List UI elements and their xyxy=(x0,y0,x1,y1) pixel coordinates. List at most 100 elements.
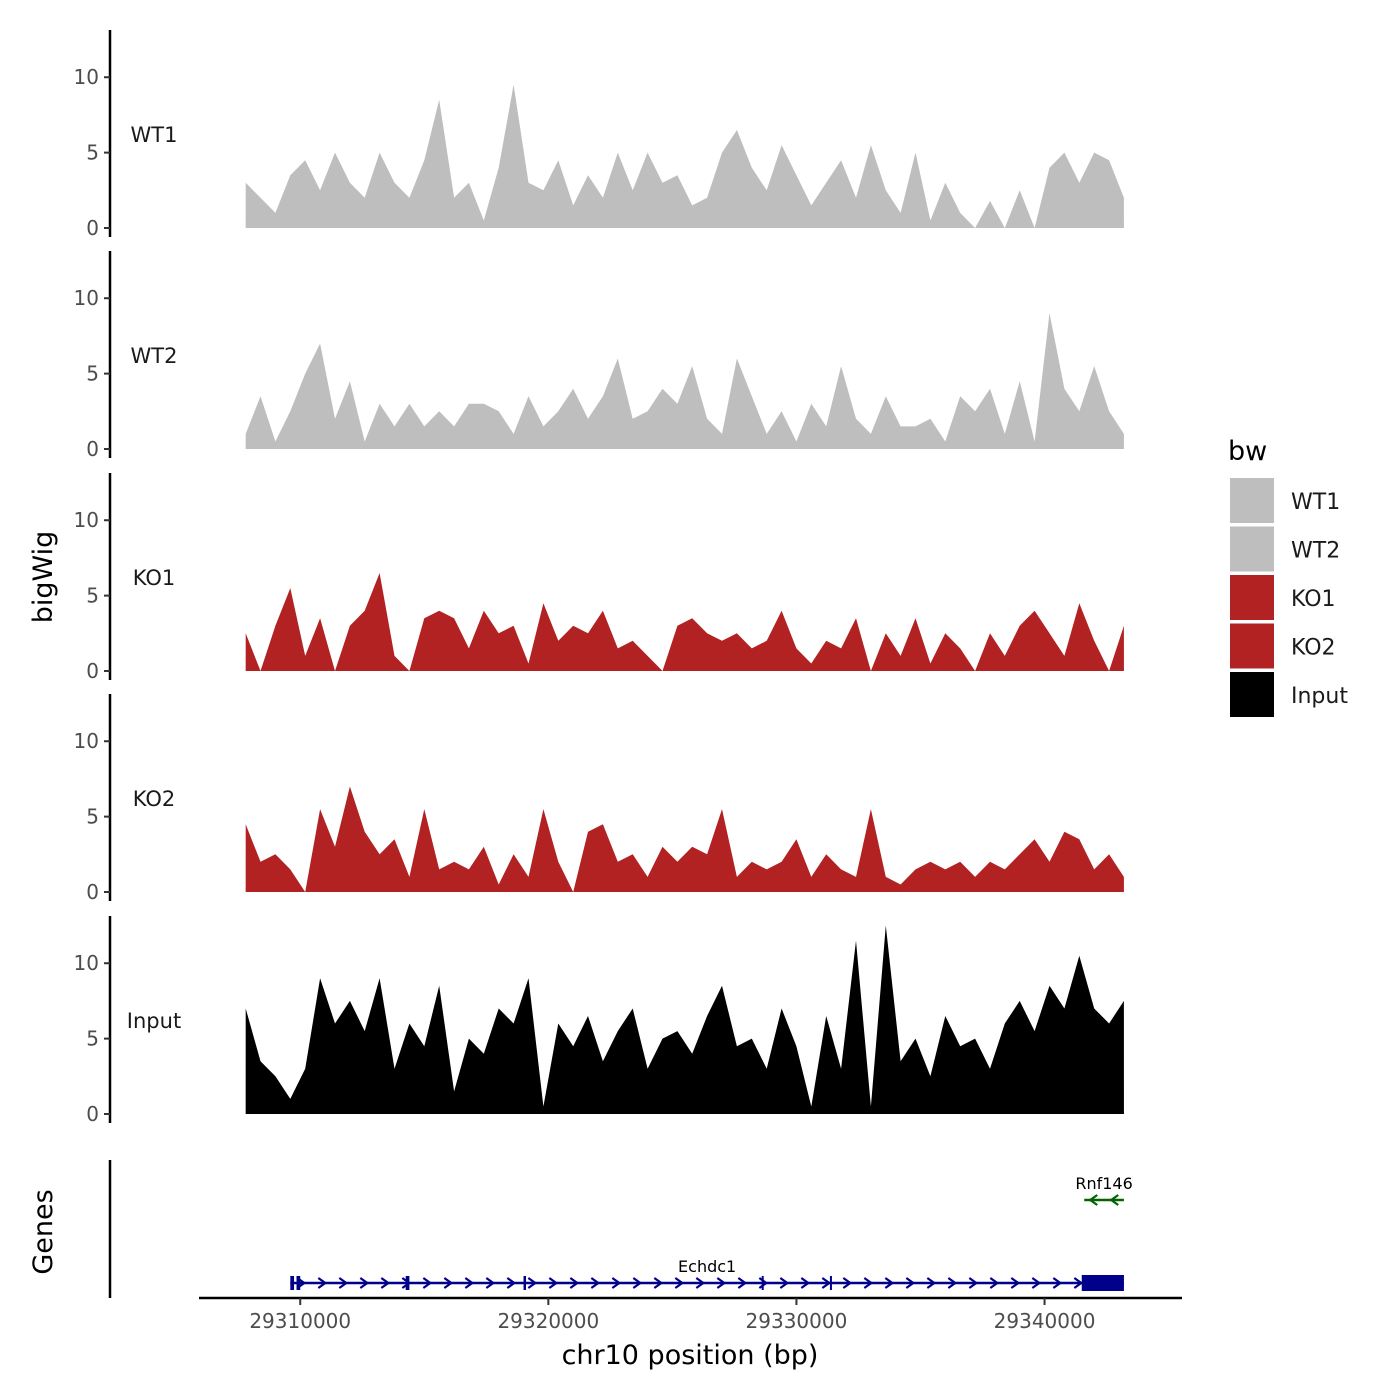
legend-label: KO1 xyxy=(1291,587,1336,612)
y-tick-label: 10 xyxy=(74,65,99,89)
x-tick-label: 29310000 xyxy=(249,1309,351,1333)
y-tick-label: 0 xyxy=(86,1102,99,1126)
x-tick-label: 29320000 xyxy=(497,1309,599,1333)
strand-arrow xyxy=(1052,1277,1063,1289)
strand-arrow xyxy=(821,1277,832,1289)
strand-arrow xyxy=(359,1277,370,1289)
y-tick-label: 5 xyxy=(86,805,99,829)
strand-arrow xyxy=(884,1277,895,1289)
legend-label: WT1 xyxy=(1291,490,1340,515)
y-tick-label: 5 xyxy=(86,141,99,165)
y-tick-label: 5 xyxy=(86,584,99,608)
strand-arrow xyxy=(485,1277,496,1289)
exon xyxy=(829,1276,832,1290)
y-axis-title: bigWig xyxy=(28,531,59,624)
strand-arrow xyxy=(590,1277,601,1289)
x-axis: 29310000 29320000 29330000 29340000 xyxy=(199,1296,1182,1333)
strand-arrow xyxy=(800,1277,811,1289)
gene-label: Echdc1 xyxy=(678,1257,736,1276)
strand-arrow xyxy=(1088,1194,1098,1206)
x-tick-label: 29340000 xyxy=(994,1309,1096,1333)
strand-arrow xyxy=(527,1277,538,1289)
x-axis-title: chr10 position (bp) xyxy=(562,1340,819,1371)
strand-arrow xyxy=(338,1277,349,1289)
y-tick-label: 10 xyxy=(74,951,99,975)
legend: bw WT1 WT2 KO1 KO2 Input xyxy=(1228,436,1348,717)
strand-arrow xyxy=(863,1277,874,1289)
y-tick-label: 10 xyxy=(74,508,99,532)
strand-arrow xyxy=(716,1277,727,1289)
legend-label: WT2 xyxy=(1291,539,1340,564)
y-tick-label: 10 xyxy=(74,729,99,753)
legend-swatch xyxy=(1230,672,1274,717)
strand-arrow xyxy=(989,1277,1000,1289)
track-wt1: 0 5 10 WT1 xyxy=(74,30,1124,240)
area-wt1 xyxy=(245,84,1124,228)
track-ko2: 0 5 10 KO2 xyxy=(74,694,1124,904)
legend-swatch xyxy=(1230,478,1274,523)
legend-title: bw xyxy=(1228,436,1267,467)
strand-arrow xyxy=(380,1277,391,1289)
exon xyxy=(1081,1275,1124,1291)
y-tick-label: 0 xyxy=(86,216,99,240)
gene-rnf146: Rnf146 xyxy=(1075,1174,1133,1206)
tracks: 0 5 10 WT1 0 5 10 WT2 0 5 10 KO1 0 5 10 KO2 0 5 10 Input xyxy=(74,30,1124,1126)
y-tick-label: 0 xyxy=(86,880,99,904)
strand-arrow xyxy=(632,1277,643,1289)
legend-swatch xyxy=(1230,623,1274,669)
area-ko2 xyxy=(245,786,1124,892)
legend-entry-ko1: KO1 xyxy=(1230,575,1336,620)
legend-entry-wt1: WT1 xyxy=(1230,478,1340,523)
exon xyxy=(405,1276,410,1290)
track-label: KO2 xyxy=(133,787,176,811)
area-wt2 xyxy=(245,313,1124,449)
y-tick-label: 0 xyxy=(86,659,99,683)
legend-swatch xyxy=(1230,526,1274,572)
strand-arrow xyxy=(947,1277,958,1289)
track-label: WT2 xyxy=(131,344,178,368)
area-ko1 xyxy=(245,573,1124,671)
strand-arrow xyxy=(674,1277,685,1289)
y-tick-label: 5 xyxy=(86,1027,99,1051)
legend-label: KO2 xyxy=(1291,636,1336,661)
strand-arrow xyxy=(779,1277,790,1289)
gene-track-title: Genes xyxy=(28,1189,59,1274)
legend-swatch xyxy=(1230,575,1274,620)
track-input: 0 5 10 Input xyxy=(74,916,1124,1126)
gene-track: Echdc1 Rnf146 xyxy=(108,1160,1133,1298)
strand-arrow xyxy=(422,1277,433,1289)
strand-arrow xyxy=(548,1277,559,1289)
strand-arrow xyxy=(569,1277,580,1289)
strand-arrow xyxy=(905,1277,916,1289)
strand-arrow xyxy=(695,1277,706,1289)
y-tick-label: 5 xyxy=(86,362,99,386)
track-label: Input xyxy=(127,1009,181,1033)
exon xyxy=(523,1276,527,1290)
strand-arrow xyxy=(1073,1277,1084,1289)
y-tick-label: 10 xyxy=(74,286,99,310)
strand-arrow xyxy=(758,1277,769,1289)
strand-arrow xyxy=(1109,1194,1119,1206)
strand-arrow xyxy=(968,1277,979,1289)
exon xyxy=(290,1276,295,1290)
strand-arrow xyxy=(464,1277,475,1289)
x-tick-label: 29330000 xyxy=(746,1309,848,1333)
track-wt2: 0 5 10 WT2 xyxy=(74,251,1124,461)
area-input xyxy=(245,925,1124,1114)
legend-entry-wt2: WT2 xyxy=(1230,526,1340,572)
strand-arrow xyxy=(737,1277,748,1289)
track-label: KO1 xyxy=(133,566,176,590)
strand-arrow xyxy=(653,1277,664,1289)
strand-arrow xyxy=(842,1277,853,1289)
y-tick-label: 0 xyxy=(86,437,99,461)
gene-echdc1: Echdc1 xyxy=(290,1257,1124,1291)
legend-entry-input: Input xyxy=(1230,672,1348,717)
strand-arrow xyxy=(506,1277,517,1289)
strand-arrow xyxy=(317,1277,328,1289)
strand-arrow xyxy=(611,1277,622,1289)
legend-label: Input xyxy=(1291,684,1348,709)
track-label: WT1 xyxy=(131,123,178,147)
strand-arrow xyxy=(1031,1277,1042,1289)
track-ko1: 0 5 10 KO1 xyxy=(74,473,1124,683)
